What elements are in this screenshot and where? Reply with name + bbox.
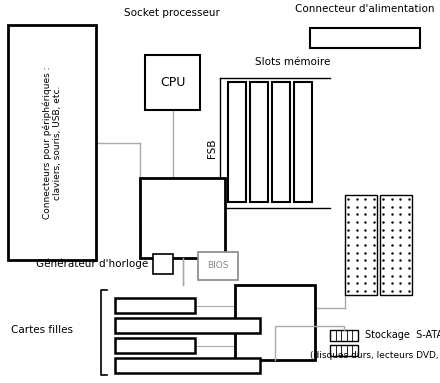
Bar — [153, 254, 173, 274]
Text: Générateur d'horloge: Générateur d'horloge — [36, 259, 148, 269]
Bar — [115, 358, 260, 373]
Bar — [198, 252, 238, 280]
Text: Slots mémoire: Slots mémoire — [255, 57, 330, 67]
Bar — [8, 25, 96, 260]
Bar — [380, 195, 412, 295]
Bar — [330, 345, 358, 356]
Text: Cartes filles: Cartes filles — [11, 325, 73, 335]
Text: Connecteur d'alimentation: Connecteur d'alimentation — [295, 4, 435, 14]
Bar — [235, 285, 315, 360]
Bar — [345, 195, 377, 295]
Bar — [115, 298, 195, 313]
Text: FSB: FSB — [207, 138, 217, 158]
Bar — [145, 55, 200, 110]
Bar — [330, 330, 358, 341]
Bar — [140, 178, 225, 258]
Text: Connecteurs pour périphériques :
claviers, souris, USB, etc.: Connecteurs pour périphériques : clavier… — [42, 66, 62, 219]
Bar — [310, 28, 420, 48]
Bar — [115, 338, 195, 353]
Bar — [272, 82, 290, 202]
Bar — [115, 318, 260, 333]
Text: Stockage  S-ATA: Stockage S-ATA — [365, 330, 440, 340]
Bar — [250, 82, 268, 202]
Text: BIOS: BIOS — [207, 262, 229, 270]
Bar — [228, 82, 246, 202]
Text: Socket processeur: Socket processeur — [124, 8, 220, 18]
Text: (disques durs, lecteurs DVD, etc): (disques durs, lecteurs DVD, etc) — [310, 350, 440, 360]
Text: CPU: CPU — [160, 76, 185, 89]
Bar — [294, 82, 312, 202]
